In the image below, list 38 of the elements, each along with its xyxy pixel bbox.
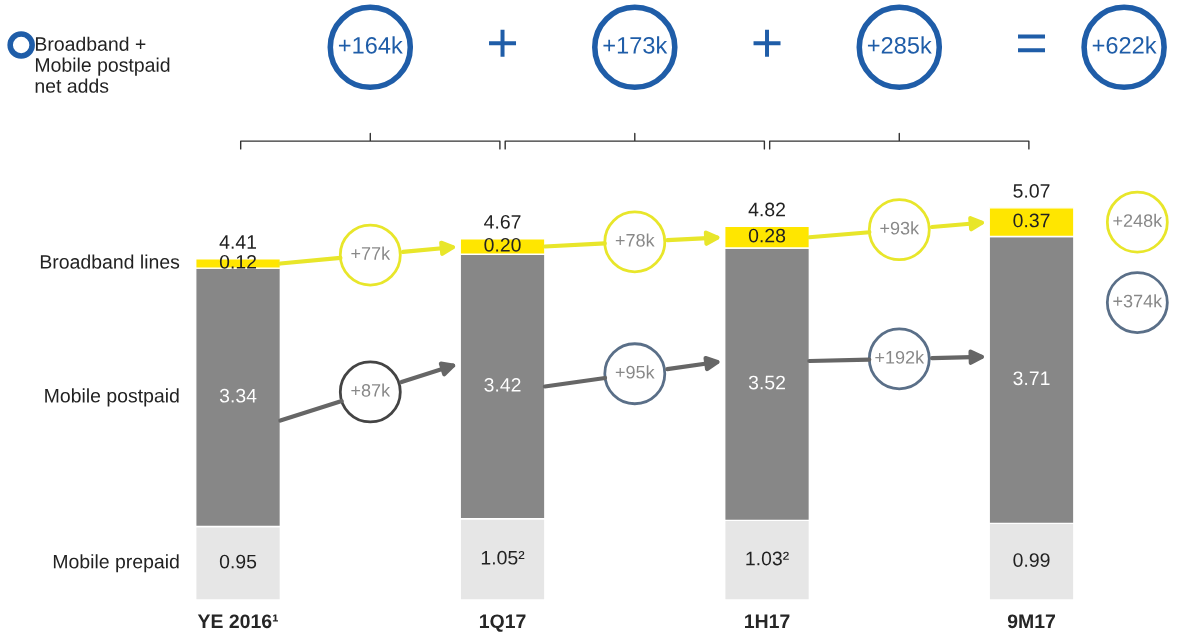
data-label: 1.05² [481,550,525,565]
series-label: Broadband lines [40,254,180,269]
x-tick-label: 9M17 [1007,614,1055,629]
data-label: 0.95 [219,554,257,569]
data-label: 3.71 [1013,371,1050,386]
annotation: +192k [875,350,925,364]
text: Broadband + Mobile postpaid net adds [35,36,170,93]
x-tick-label: YE 2016¹ [197,614,278,629]
text: +164k [338,36,403,54]
annotation: +374k [1113,294,1163,308]
annotation: +95k [615,365,655,379]
data-label: 3.52 [748,375,785,390]
annotation: +78k [615,233,655,247]
total-label: 4.67 [484,214,521,229]
data-label: 0.99 [1013,553,1050,567]
data-label: 1.03² [746,551,789,566]
text: = [1018,34,1046,53]
text: +173k [603,36,668,54]
text: +622k [1092,36,1157,54]
text: + [489,29,517,57]
total-label: 5.07 [1013,184,1050,198]
series-label: Mobile prepaid [53,554,179,573]
annotation: +87k [351,383,391,397]
data-label: 0.28 [748,228,786,243]
total-label: 4.41 [219,235,257,249]
text: +285k [867,36,932,54]
data-label: 0.20 [484,237,521,252]
x-tick-label: 1Q17 [479,614,526,632]
annotation: +248k [1113,213,1163,227]
data-label: 0.37 [1013,213,1050,228]
annotation: +77k [351,246,391,260]
data-label: 3.42 [484,377,521,392]
x-tick-label: 1H17 [745,614,790,628]
data-label: 3.34 [219,388,257,403]
text: + [753,29,781,57]
series-label: Mobile postpaid [45,388,179,407]
annotation: +93k [880,221,920,235]
total-label: 4.82 [748,202,785,217]
